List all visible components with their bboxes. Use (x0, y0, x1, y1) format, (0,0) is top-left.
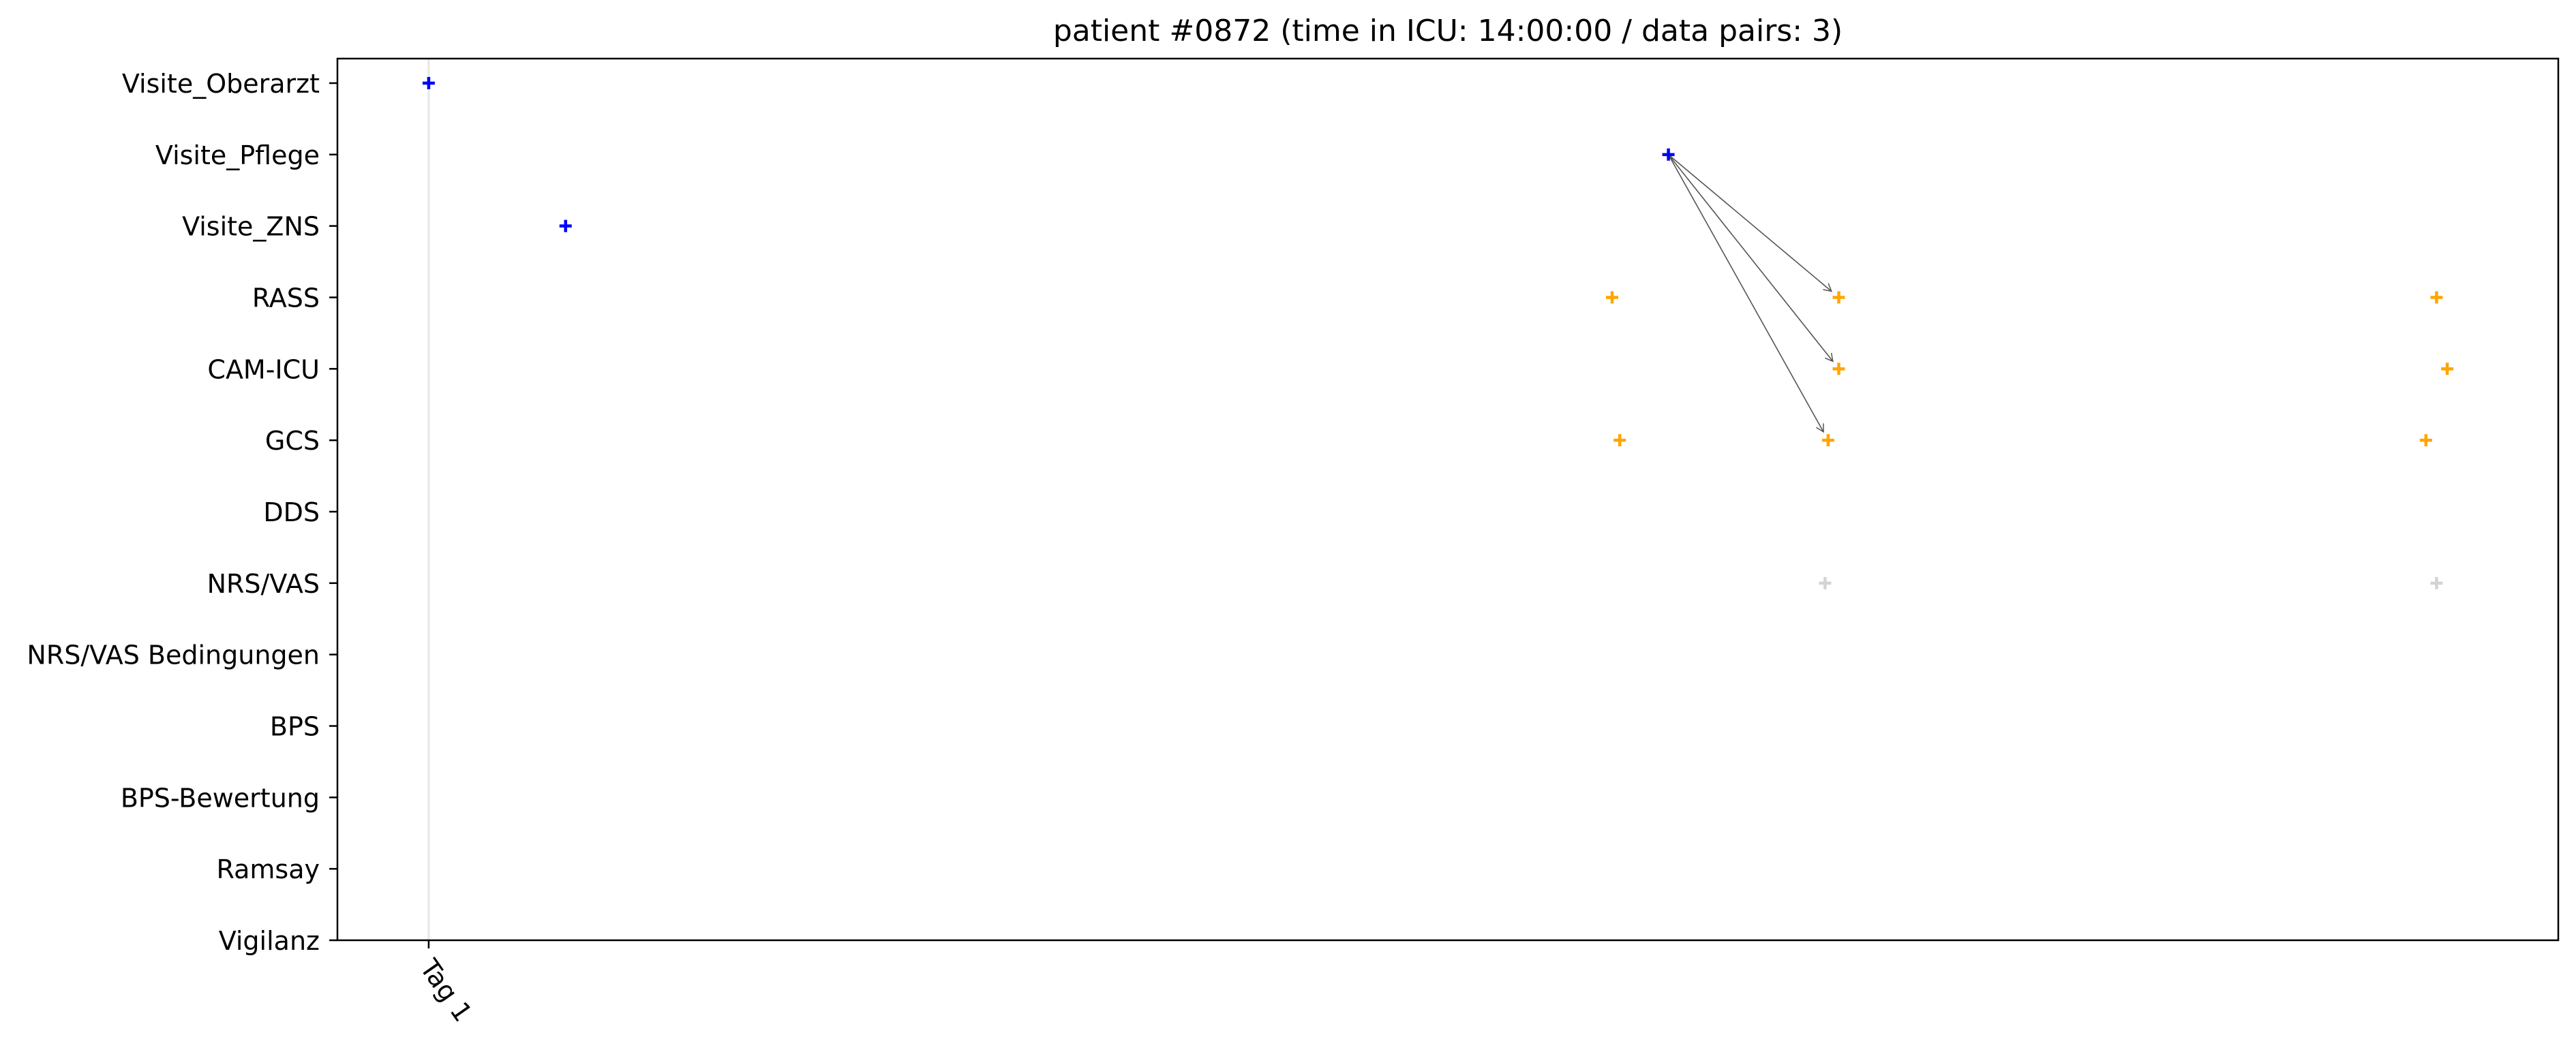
data-point (1832, 362, 1845, 375)
y-tick-label: Vigilanz (219, 926, 320, 956)
data-point (2430, 576, 2443, 589)
y-tick-label: Visite_Oberarzt (122, 69, 320, 99)
y-tick-label: DDS (263, 497, 320, 527)
data-point (1662, 148, 1675, 161)
pair-arrow (1668, 154, 1832, 292)
y-tick-label: NRS/VAS Bedingungen (27, 640, 320, 670)
data-point (422, 77, 435, 89)
y-tick-label: RASS (252, 283, 320, 313)
y-tick-label: BPS (270, 712, 320, 742)
data-point (2441, 362, 2454, 375)
plot-area: Visite_Oberarzt Visite_Pflege Visite_ZNS RA… (27, 57, 2560, 1027)
y-tick-label: Visite_Pflege (155, 140, 320, 170)
data-point (1613, 434, 1626, 447)
pair-arrow (1667, 154, 1824, 433)
y-tick-label: Ramsay (217, 854, 320, 884)
plot-frame (336, 57, 2560, 942)
data-point (1832, 291, 1845, 304)
data-point (2419, 434, 2432, 447)
data-point (1821, 434, 1834, 447)
data-point (1819, 576, 1832, 589)
y-tick-label: CAM-ICU (207, 354, 320, 384)
y-tick-label: NRS/VAS (207, 569, 320, 599)
data-point (2430, 291, 2443, 304)
y-tick-label: Visite_ZNS (182, 212, 320, 242)
y-tick-label: GCS (265, 426, 320, 456)
chart-title: patient #0872 (time in ICU: 14:00:00 / d… (1053, 14, 1843, 48)
pair-arrow (1667, 154, 1834, 362)
data-point (1606, 291, 1619, 304)
data-point (559, 219, 572, 232)
x-tick-label: Tag 1 (414, 953, 478, 1027)
y-tick-label: BPS-Bewertung (121, 783, 320, 813)
